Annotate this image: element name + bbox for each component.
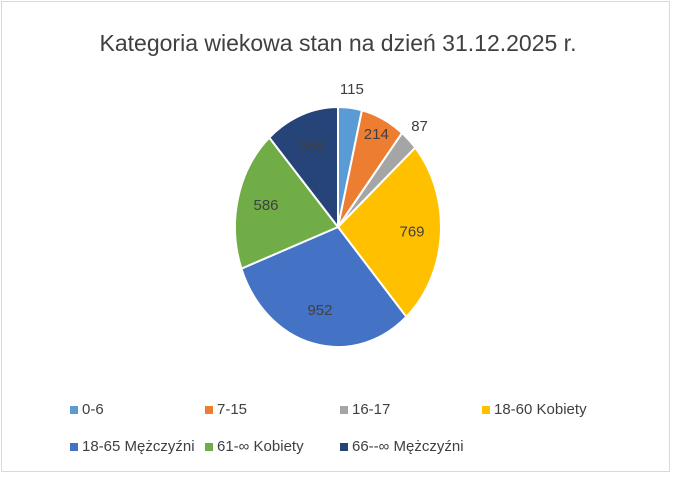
data-label: 87 bbox=[411, 118, 428, 135]
legend-swatch bbox=[205, 406, 213, 414]
legend-swatch bbox=[340, 443, 348, 451]
data-label: 769 bbox=[400, 223, 425, 240]
legend-label: 0-6 bbox=[82, 401, 104, 418]
data-label: 586 bbox=[254, 197, 279, 214]
pie-slice bbox=[267, 105, 339, 230]
legend-label: 66--∞ Mężczyźni bbox=[352, 438, 464, 455]
data-label: 115 bbox=[340, 81, 364, 98]
pie-slice bbox=[336, 146, 442, 319]
legend-label: 16-17 bbox=[352, 401, 390, 418]
chart-title: Kategoria wiekowa stan na dzień 31.12.20… bbox=[100, 30, 577, 56]
legend-label: 7-15 bbox=[217, 401, 247, 418]
legend-swatch bbox=[70, 406, 78, 414]
pie-slice bbox=[234, 136, 340, 270]
legend-label: 18-60 Kobiety bbox=[494, 401, 587, 418]
legend-swatch bbox=[70, 443, 78, 451]
data-label: 214 bbox=[364, 126, 389, 143]
data-label: 952 bbox=[307, 302, 332, 319]
legend-label: 61-∞ Kobiety bbox=[217, 438, 304, 455]
legend-swatch bbox=[205, 443, 213, 451]
legend-swatch bbox=[482, 406, 490, 414]
pie-slice bbox=[240, 225, 408, 348]
legend-label: 18-65 Mężczyźni bbox=[82, 438, 195, 455]
data-label: 358 bbox=[299, 137, 324, 154]
legend-swatch bbox=[340, 406, 348, 414]
